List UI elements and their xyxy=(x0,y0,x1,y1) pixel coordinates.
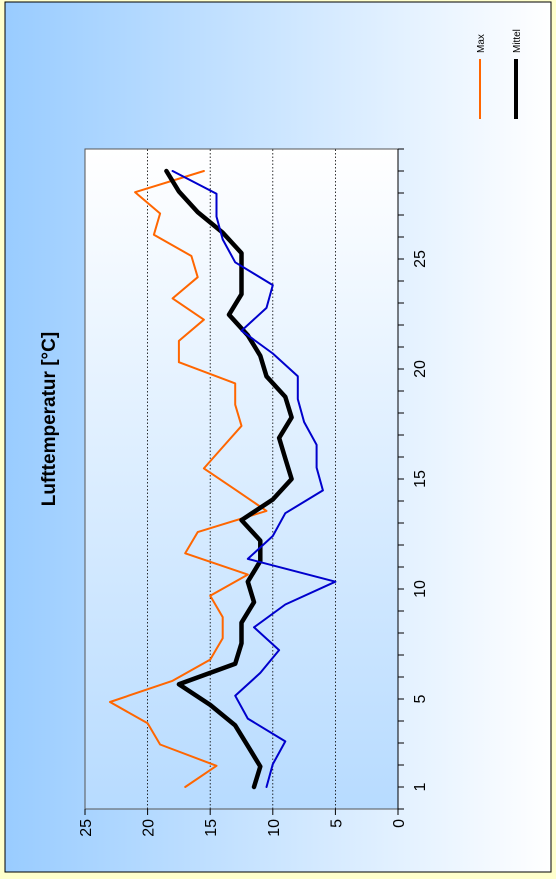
y-tick-label-0: 0 xyxy=(391,819,408,828)
x-tick-label-15: 15 xyxy=(412,470,429,488)
x-tick-label-10: 10 xyxy=(412,580,429,598)
series-line-mittel xyxy=(164,168,294,790)
legend: Max Mittel xyxy=(476,29,523,119)
x-tick-label-5: 5 xyxy=(412,694,429,703)
chart-title: Lufttemperatur [°C] xyxy=(39,332,60,506)
series-line-min xyxy=(171,170,337,788)
y-tick-label-10: 10 xyxy=(266,819,283,837)
x-tick-label-1: 1 xyxy=(412,782,429,791)
y-tick-label-20: 20 xyxy=(141,819,158,837)
legend-label-mittel: Mittel xyxy=(512,29,523,53)
x-tick-label-25: 25 xyxy=(412,250,429,268)
plot-area xyxy=(84,148,399,810)
series-line-max xyxy=(109,170,268,788)
legend-label-max: Max xyxy=(476,34,487,53)
x-tick-label-20: 20 xyxy=(412,360,429,378)
series-lines xyxy=(109,168,337,790)
y-tick-label-25: 25 xyxy=(78,819,95,837)
y-tick-label-15: 15 xyxy=(203,819,220,837)
y-tick-label-5: 5 xyxy=(328,819,345,828)
grid-lines xyxy=(147,149,336,809)
